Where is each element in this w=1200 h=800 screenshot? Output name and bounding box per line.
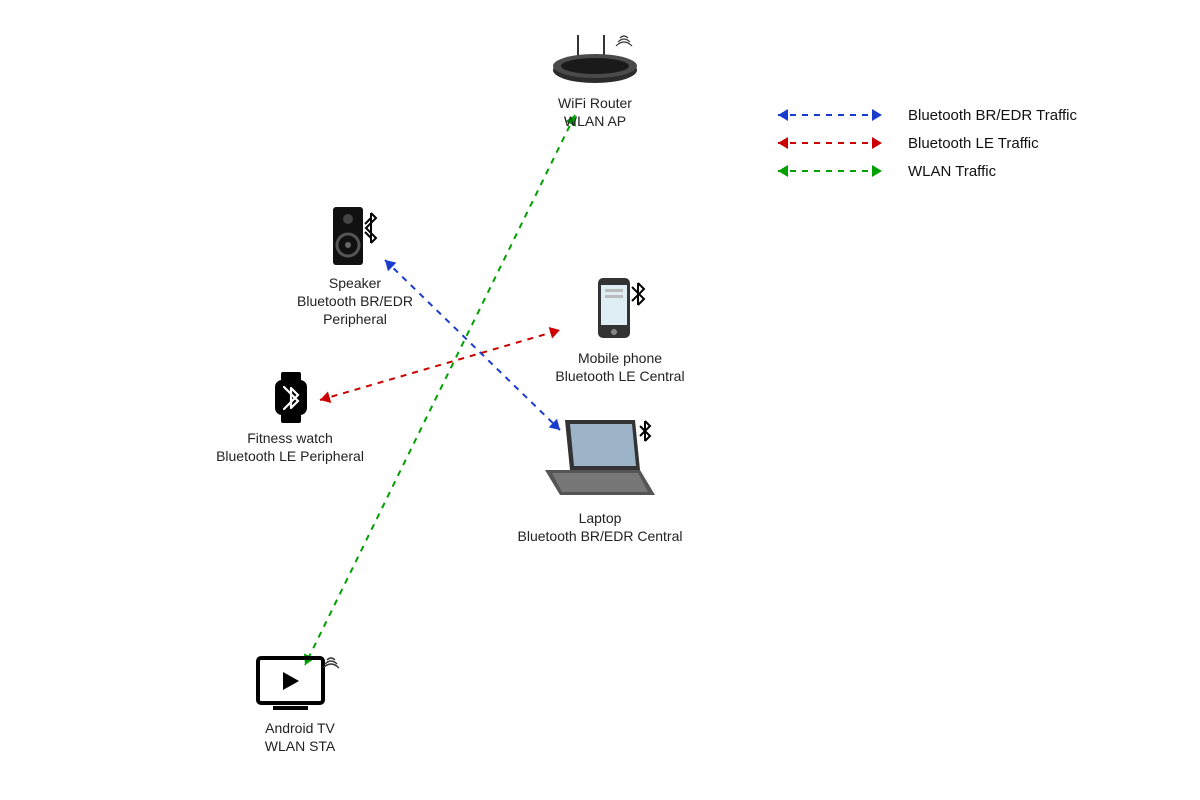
legend-label-wlan: WLAN Traffic: [908, 163, 996, 180]
laptop-icon: [540, 415, 660, 505]
router-icon: [550, 30, 640, 90]
router-label-1: WiFi Router: [520, 94, 670, 112]
watch-label-2: Bluetooth LE Peripheral: [200, 447, 380, 465]
tv-label-1: Android TV: [230, 719, 370, 737]
legend-arrow-bt: [770, 105, 890, 125]
legend-row-le: Bluetooth LE Traffic: [770, 133, 1077, 153]
legend-label-bt: Bluetooth BR/EDR Traffic: [908, 107, 1077, 124]
node-laptop: Laptop Bluetooth BR/EDR Central: [500, 415, 700, 545]
speaker-label-2: Bluetooth BR/EDR: [275, 292, 435, 310]
laptop-label-1: Laptop: [500, 509, 700, 527]
speaker-label-3: Peripheral: [275, 310, 435, 328]
legend-row-bt: Bluetooth BR/EDR Traffic: [770, 105, 1077, 125]
phone-label-2: Bluetooth LE Central: [540, 367, 700, 385]
legend-arrow-wlan: [770, 161, 890, 181]
node-router: WiFi Router WLAN AP: [520, 30, 670, 130]
tv-label-2: WLAN STA: [230, 737, 370, 755]
laptop-label-2: Bluetooth BR/EDR Central: [500, 527, 700, 545]
watch-icon: [263, 370, 318, 425]
tv-icon: [253, 650, 348, 715]
node-speaker: Speaker Bluetooth BR/EDR Peripheral: [275, 205, 435, 329]
legend-arrow-le: [770, 133, 890, 153]
phone-label-1: Mobile phone: [540, 349, 700, 367]
watch-label-1: Fitness watch: [200, 429, 380, 447]
diagram-canvas: WiFi Router WLAN AP Speaker Bluetooth BR…: [0, 0, 1200, 800]
legend-row-wlan: WLAN Traffic: [770, 161, 1077, 181]
router-label-2: WLAN AP: [520, 112, 670, 130]
legend: Bluetooth BR/EDR Traffic Bluetooth LE Tra…: [770, 105, 1077, 189]
phone-icon: [588, 275, 653, 345]
node-watch: Fitness watch Bluetooth LE Peripheral: [200, 370, 380, 465]
speaker-icon: [325, 205, 385, 270]
legend-label-le: Bluetooth LE Traffic: [908, 135, 1039, 152]
speaker-label-1: Speaker: [275, 274, 435, 292]
node-phone: Mobile phone Bluetooth LE Central: [540, 275, 700, 385]
node-tv: Android TV WLAN STA: [230, 650, 370, 755]
